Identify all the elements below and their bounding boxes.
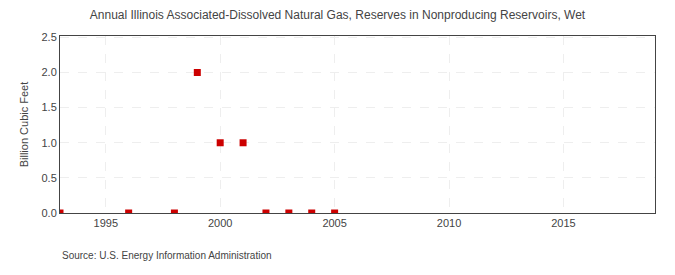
svg-text:Billion Cubic Feet: Billion Cubic Feet [18,82,30,168]
svg-text:2000: 2000 [208,217,232,229]
svg-text:2.5: 2.5 [42,31,57,43]
svg-text:2.0: 2.0 [42,66,57,78]
svg-text:Source: U.S. Energy Informatio: Source: U.S. Energy Information Administ… [62,250,272,261]
svg-text:0.5: 0.5 [42,172,57,184]
svg-text:0.0: 0.0 [42,207,57,219]
svg-text:1995: 1995 [94,217,118,229]
svg-text:Annual Illinois Associated-Dis: Annual Illinois Associated-Dissolved Nat… [90,8,586,22]
svg-text:1.5: 1.5 [42,101,57,113]
svg-text:2005: 2005 [322,217,346,229]
svg-text:1.0: 1.0 [42,137,57,149]
svg-text:2010: 2010 [437,217,461,229]
svg-text:2015: 2015 [551,217,575,229]
